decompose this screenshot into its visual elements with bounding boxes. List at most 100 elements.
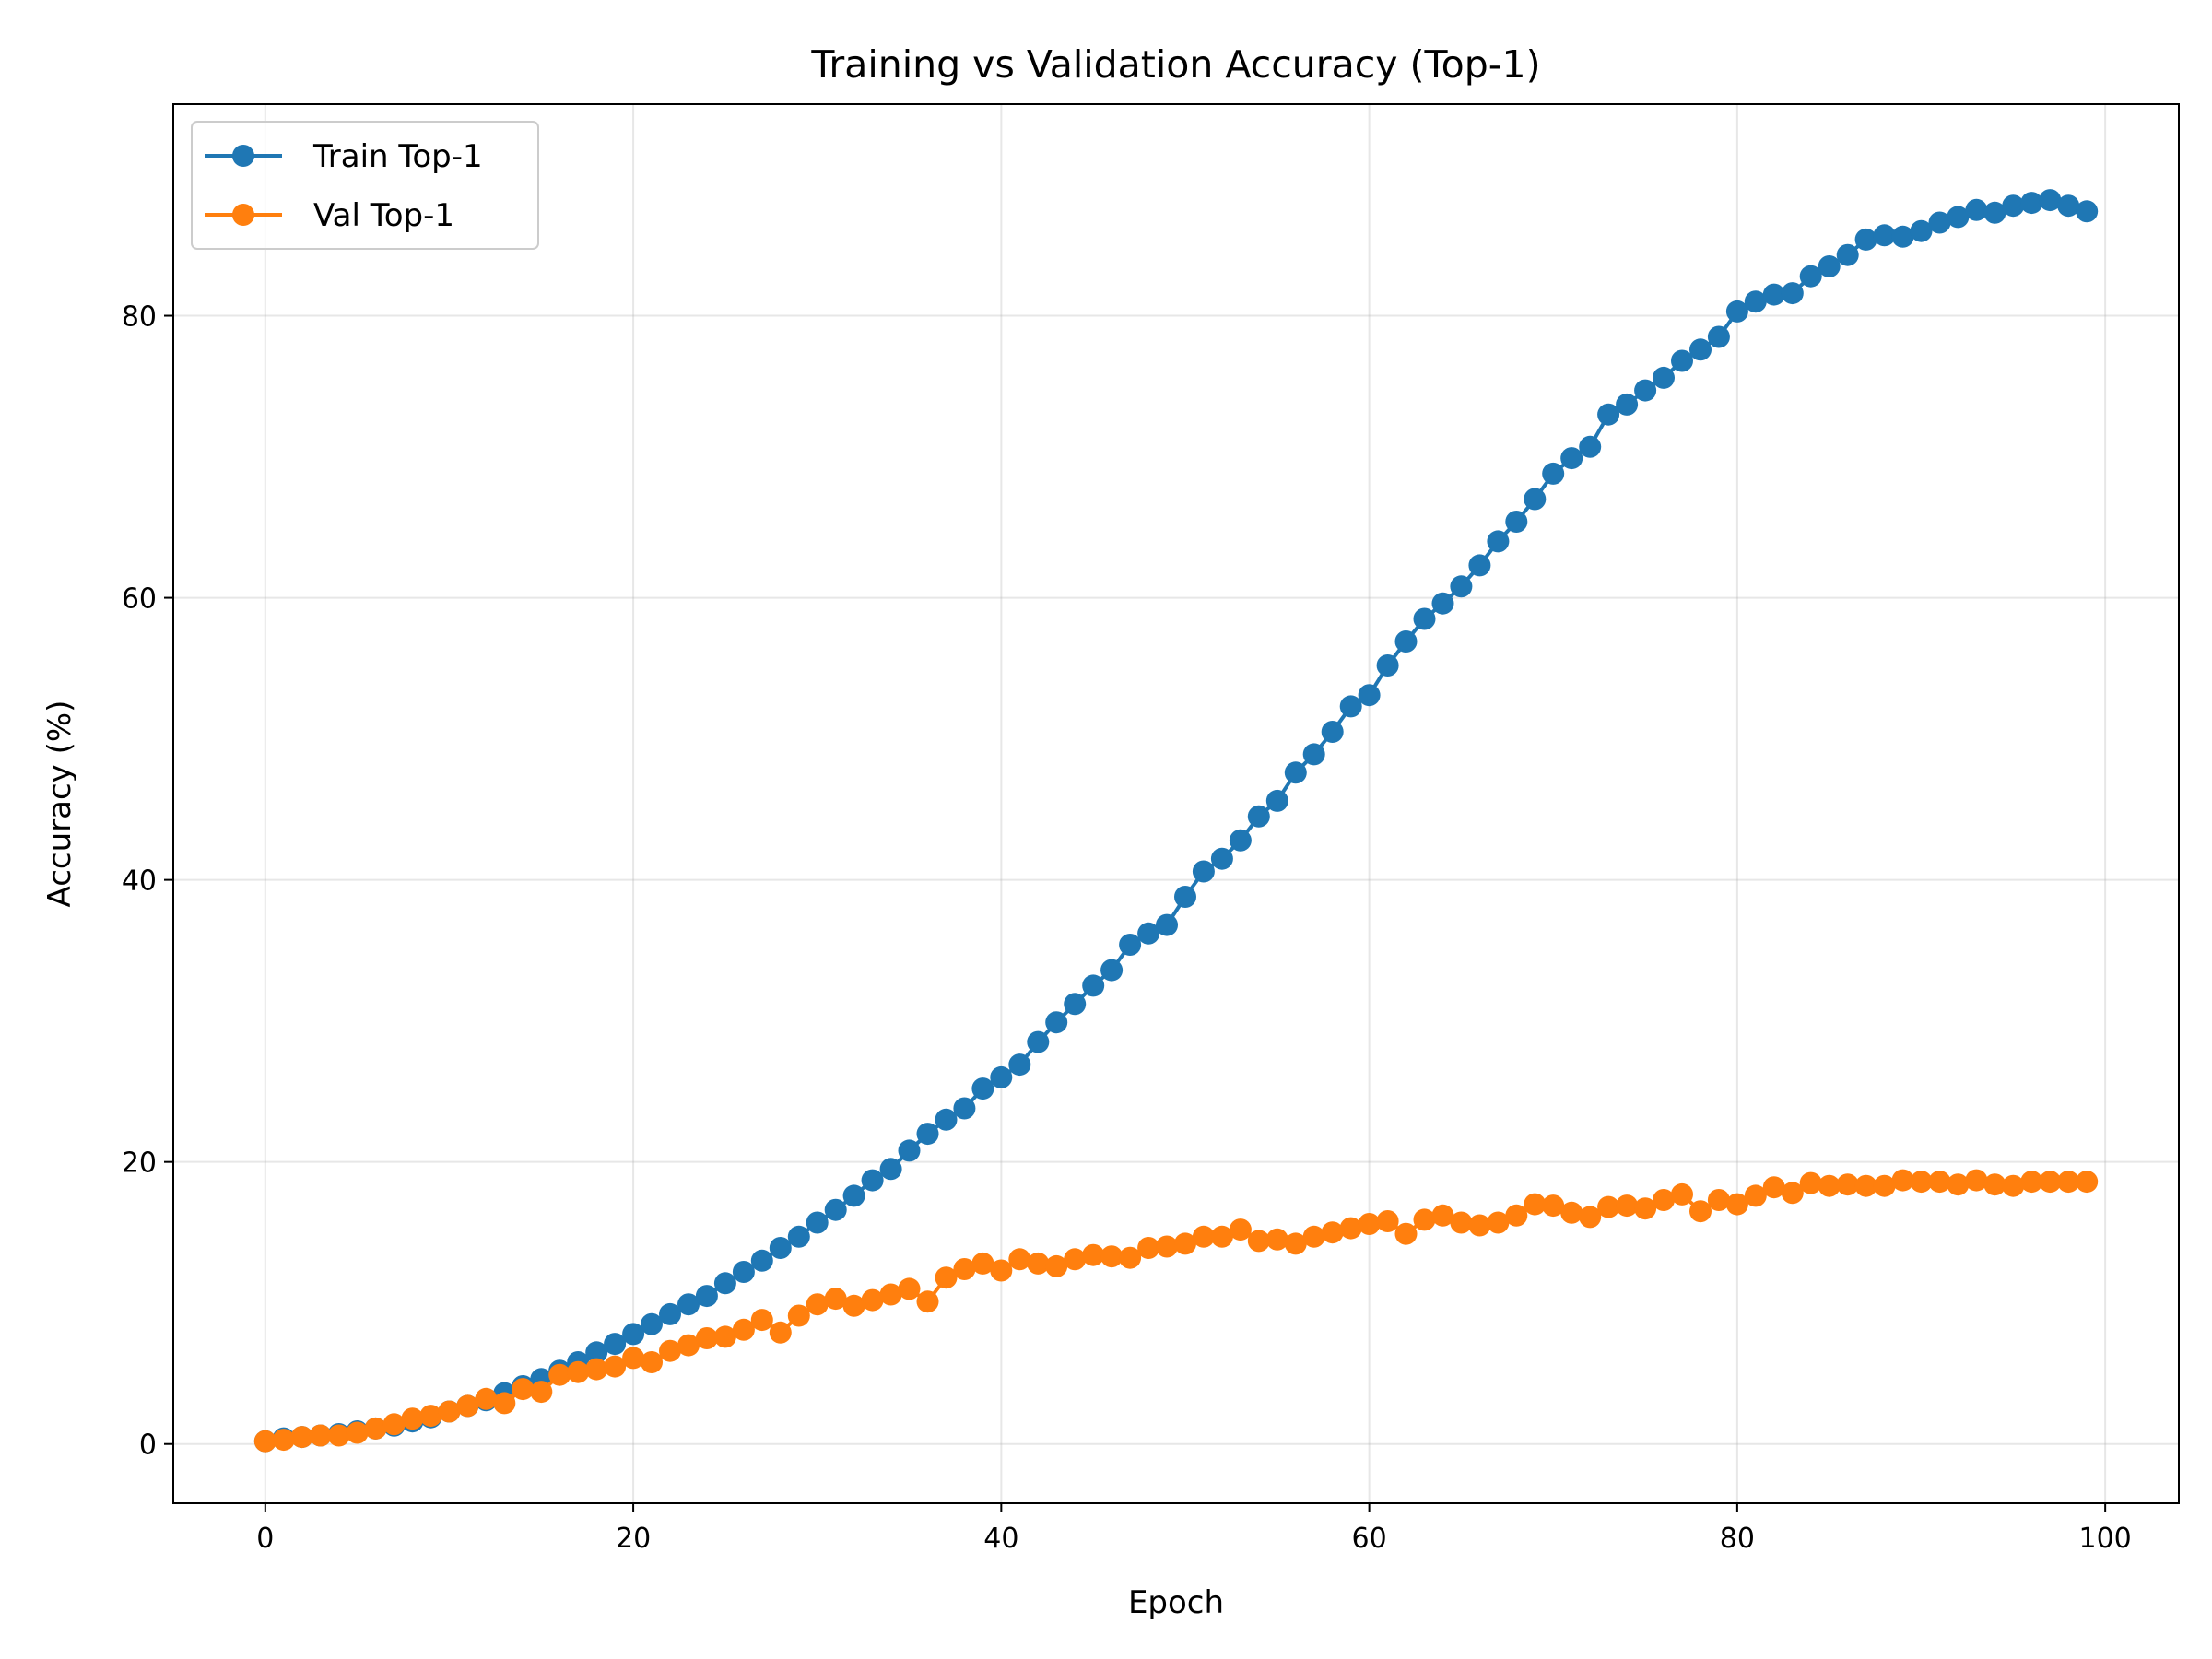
data-point (1689, 1200, 1712, 1223)
x-tick-label: 0 (256, 1523, 274, 1555)
data-point (1597, 1195, 1620, 1218)
data-point (990, 1259, 1013, 1282)
data-point (1983, 1173, 2006, 1196)
data-point (1542, 462, 1565, 485)
data-point (364, 1417, 387, 1440)
y-tick-label: 60 (122, 583, 157, 616)
data-point (604, 1333, 627, 1356)
data-point (2020, 1171, 2043, 1194)
data-point (1394, 630, 1418, 653)
data-point (1505, 511, 1528, 533)
data-point (1265, 789, 1288, 812)
plot-frame (172, 103, 2180, 1504)
data-point (382, 1413, 406, 1436)
data-point (512, 1378, 535, 1401)
data-point (1854, 1174, 1877, 1197)
data-point (1064, 1248, 1087, 1271)
x-axis-label: Epoch (1128, 1584, 1224, 1621)
data-point (1965, 198, 1988, 221)
data-point (290, 1426, 313, 1449)
data-point (1579, 1206, 1602, 1229)
data-point (1799, 1171, 1822, 1194)
data-point (1100, 959, 1124, 982)
data-point (1762, 283, 1785, 306)
data-point (916, 1123, 939, 1146)
data-point (2020, 192, 2043, 215)
data-point (2076, 1171, 2099, 1194)
data-point (641, 1312, 663, 1335)
data-point (438, 1400, 461, 1423)
series-1 (253, 1169, 2099, 1453)
data-point (713, 1272, 736, 1295)
data-point (1928, 211, 1951, 234)
data-point (1229, 829, 1252, 852)
x-tick-label: 20 (616, 1523, 651, 1555)
data-point (659, 1302, 681, 1325)
data-point (1302, 743, 1325, 766)
data-point (1725, 1193, 1748, 1216)
data-point (677, 1334, 700, 1357)
data-point (1891, 225, 1914, 248)
data-point (1431, 592, 1454, 615)
data-point (1339, 1217, 1362, 1240)
data-point (732, 1318, 755, 1341)
data-point (1008, 1248, 1031, 1271)
data-point (2076, 200, 2099, 223)
data-point (1413, 1208, 1436, 1231)
data-point (750, 1309, 773, 1332)
data-point (1100, 1245, 1124, 1268)
data-point (2002, 194, 2025, 218)
data-point (1725, 300, 1748, 323)
data-point (953, 1097, 976, 1120)
data-point (1616, 393, 1639, 416)
y-tick-label: 80 (122, 301, 157, 334)
data-point (1836, 243, 1859, 266)
data-point (567, 1360, 590, 1383)
y-tick-label: 40 (122, 865, 157, 898)
data-point (1229, 1218, 1252, 1241)
data-point (1928, 1171, 1951, 1194)
data-point (898, 1139, 921, 1162)
series-layer (253, 189, 2099, 1453)
data-point (1947, 206, 1970, 229)
data-point (327, 1424, 350, 1447)
data-point (750, 1249, 773, 1272)
chart-title: Training vs Validation Accuracy (Top-1) (810, 42, 1540, 87)
data-point (309, 1424, 332, 1447)
data-point (1358, 684, 1381, 707)
data-point (861, 1288, 884, 1312)
data-point (1376, 1210, 1399, 1232)
data-point (1671, 1182, 1693, 1206)
data-point (1284, 761, 1307, 784)
data-point (916, 1290, 939, 1313)
y-tick-label: 0 (139, 1430, 157, 1462)
data-point (475, 1387, 498, 1410)
data-point (1524, 1193, 1547, 1216)
data-point (1082, 974, 1105, 997)
data-point (1910, 219, 1933, 242)
data-point (1487, 1211, 1510, 1234)
data-point (879, 1158, 902, 1181)
data-point (935, 1108, 958, 1131)
data-point (1524, 488, 1547, 511)
data-point (1210, 1225, 1233, 1248)
data-point (1450, 575, 1473, 598)
data-point (272, 1429, 295, 1452)
legend: Train Top-1 Val Top-1 (191, 121, 539, 250)
data-point (1653, 1189, 1675, 1211)
data-point (713, 1325, 736, 1348)
legend-item: Val Top-1 (205, 197, 454, 234)
data-point (1947, 1173, 1970, 1196)
legend-box (191, 121, 539, 250)
data-point (898, 1277, 921, 1300)
grid (173, 104, 2179, 1503)
data-point (548, 1363, 571, 1386)
data-point (1192, 1225, 1215, 1248)
data-point (842, 1294, 865, 1317)
data-point (1119, 1246, 1142, 1269)
data-point (1597, 403, 1620, 426)
data-point (1302, 1225, 1325, 1248)
data-point (401, 1407, 424, 1430)
data-point (585, 1358, 608, 1381)
